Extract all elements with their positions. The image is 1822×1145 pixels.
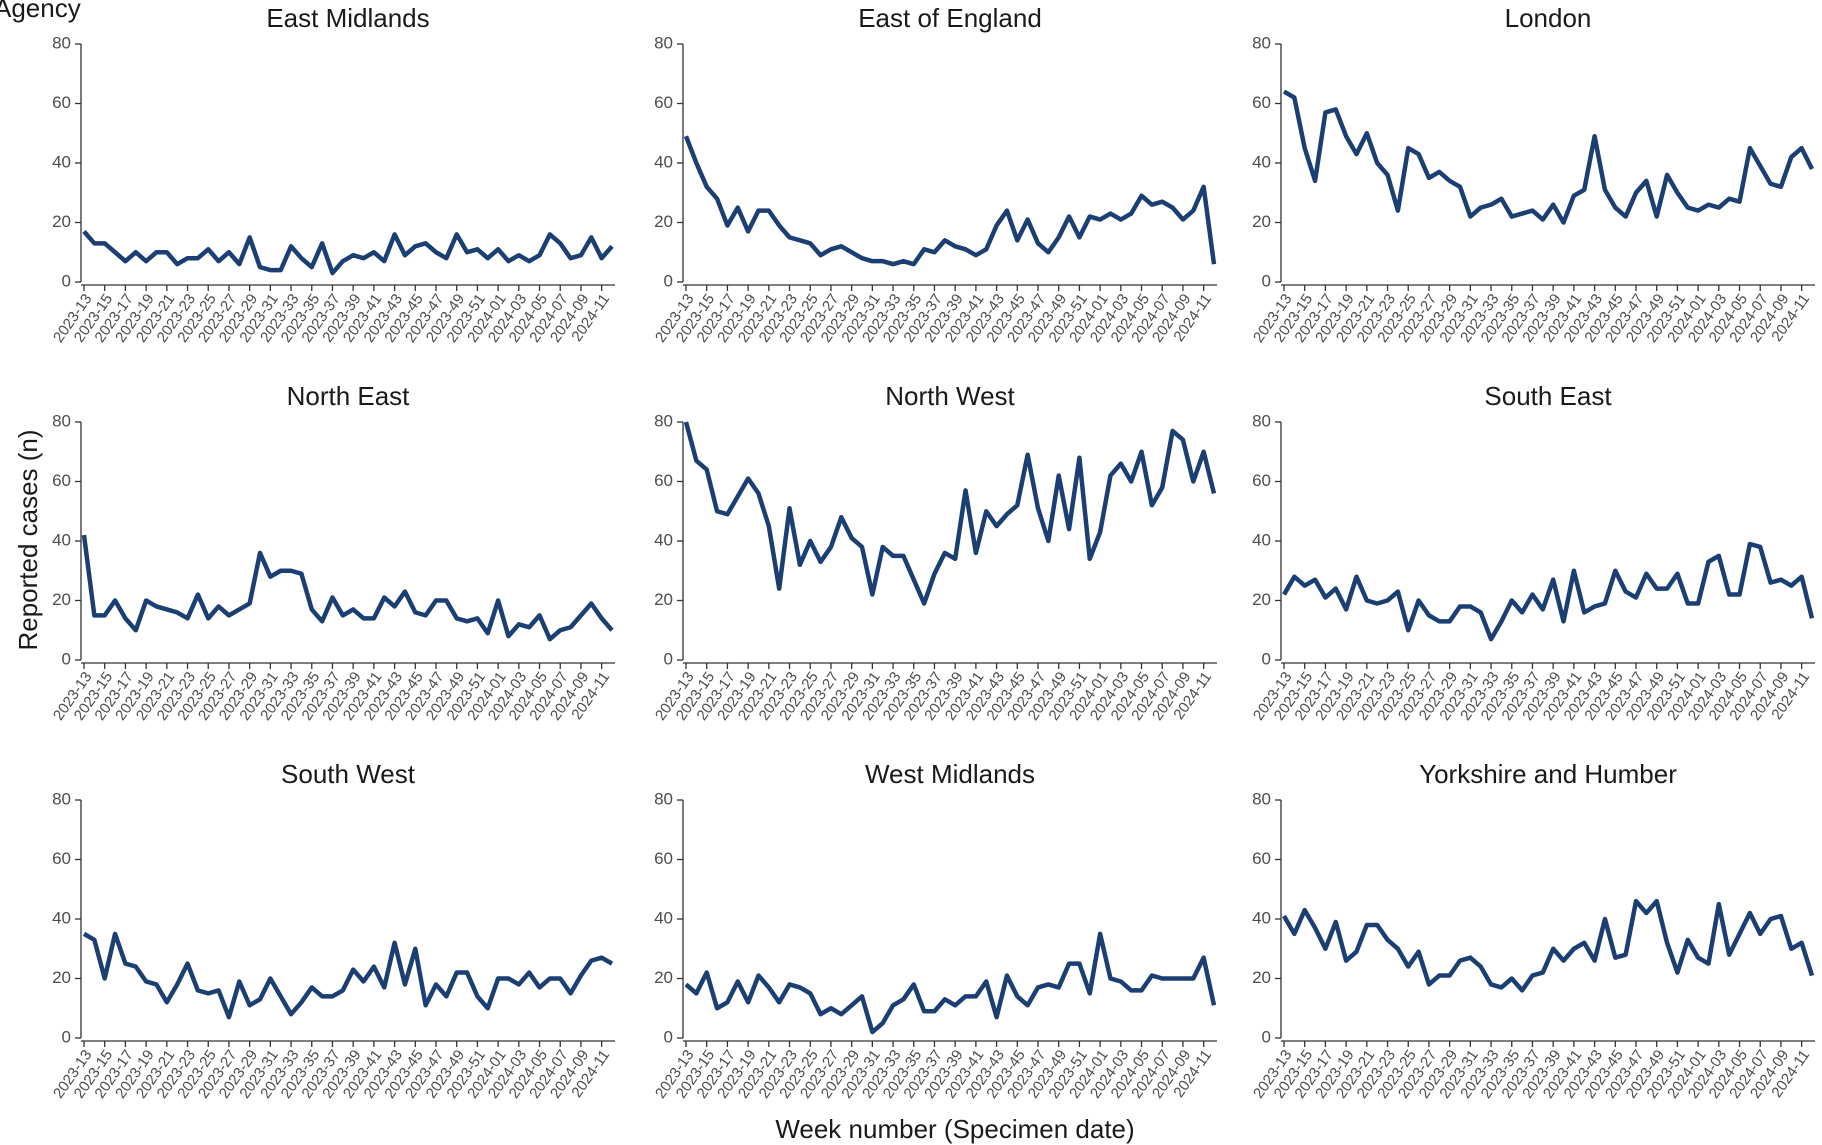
panel-title: West Midlands [865, 759, 1035, 789]
y-tick-label: 0 [62, 1027, 71, 1046]
y-tick-label: 0 [664, 1027, 673, 1046]
y-tick-label: 60 [654, 471, 673, 490]
data-line [1282, 898, 1815, 993]
panel-title: South East [1484, 381, 1612, 411]
y-tick-label: 80 [654, 789, 673, 808]
data-line [683, 135, 1217, 267]
y-tick-label: 20 [1252, 968, 1271, 987]
y-tick-label: 0 [1262, 649, 1271, 668]
y-tick-label: 40 [52, 152, 71, 171]
y-tick-label: 80 [52, 33, 71, 52]
y-tick-label: 60 [654, 849, 673, 868]
y-tick-label: 0 [62, 271, 71, 290]
y-tick-label: 60 [1252, 849, 1271, 868]
data-line [1282, 541, 1815, 642]
y-tick-label: 60 [52, 471, 71, 490]
y-tick-label: 80 [52, 411, 71, 430]
y-tick-label: 40 [654, 908, 673, 927]
y-tick-label: 20 [1252, 590, 1271, 609]
y-tick-label: 60 [1252, 93, 1271, 112]
panel-title: North West [885, 381, 1015, 411]
y-tick-label: 40 [1252, 530, 1271, 549]
y-tick-label: 80 [52, 789, 71, 808]
y-tick-label: 40 [52, 908, 71, 927]
data-line [82, 229, 614, 276]
y-tick-label: 80 [1252, 33, 1271, 52]
y-tick-label: 60 [52, 93, 71, 112]
y-tick-label: 20 [654, 212, 673, 231]
y-tick-label: 0 [664, 271, 673, 290]
y-tick-label: 0 [664, 649, 673, 668]
y-tick-label: 60 [1252, 471, 1271, 490]
y-tick-label: 80 [1252, 789, 1271, 808]
y-tick-label: 20 [654, 590, 673, 609]
y-tick-label: 40 [1252, 908, 1271, 927]
y-tick-label: 0 [1262, 271, 1271, 290]
panel-title: East Midlands [266, 3, 429, 33]
y-tick-label: 20 [52, 968, 71, 987]
y-tick-label: 60 [654, 93, 673, 112]
y-tick-label: 0 [1262, 1027, 1271, 1046]
data-line [684, 931, 1217, 1035]
y-tick-label: 40 [654, 530, 673, 549]
chart-title: Agency [0, 0, 81, 23]
y-tick-label: 80 [654, 411, 673, 430]
y-tick-label: 80 [654, 33, 673, 52]
panel-title: Yorkshire and Humber [1419, 759, 1677, 789]
data-line [683, 421, 1217, 606]
x-axis-label: Week number (Specimen date) [775, 1114, 1134, 1144]
data-line [1282, 89, 1815, 225]
y-tick-label: 40 [654, 152, 673, 171]
y-tick-label: 20 [1252, 212, 1271, 231]
y-tick-label: 40 [52, 530, 71, 549]
y-tick-label: 80 [1252, 411, 1271, 430]
data-line [82, 931, 614, 1020]
y-tick-label: 20 [52, 212, 71, 231]
y-tick-label: 20 [52, 590, 71, 609]
y-tick-label: 40 [1252, 152, 1271, 171]
panel-title: North East [287, 381, 411, 411]
panel-title: East of England [858, 3, 1042, 33]
y-tick-label: 0 [62, 649, 71, 668]
panel-title: London [1505, 3, 1592, 33]
data-line [81, 534, 614, 642]
y-tick-label: 20 [654, 968, 673, 987]
y-tick-label: 60 [52, 849, 71, 868]
y-axis-label: Reported cases (n) [13, 429, 43, 650]
panel-title: South West [281, 759, 416, 789]
